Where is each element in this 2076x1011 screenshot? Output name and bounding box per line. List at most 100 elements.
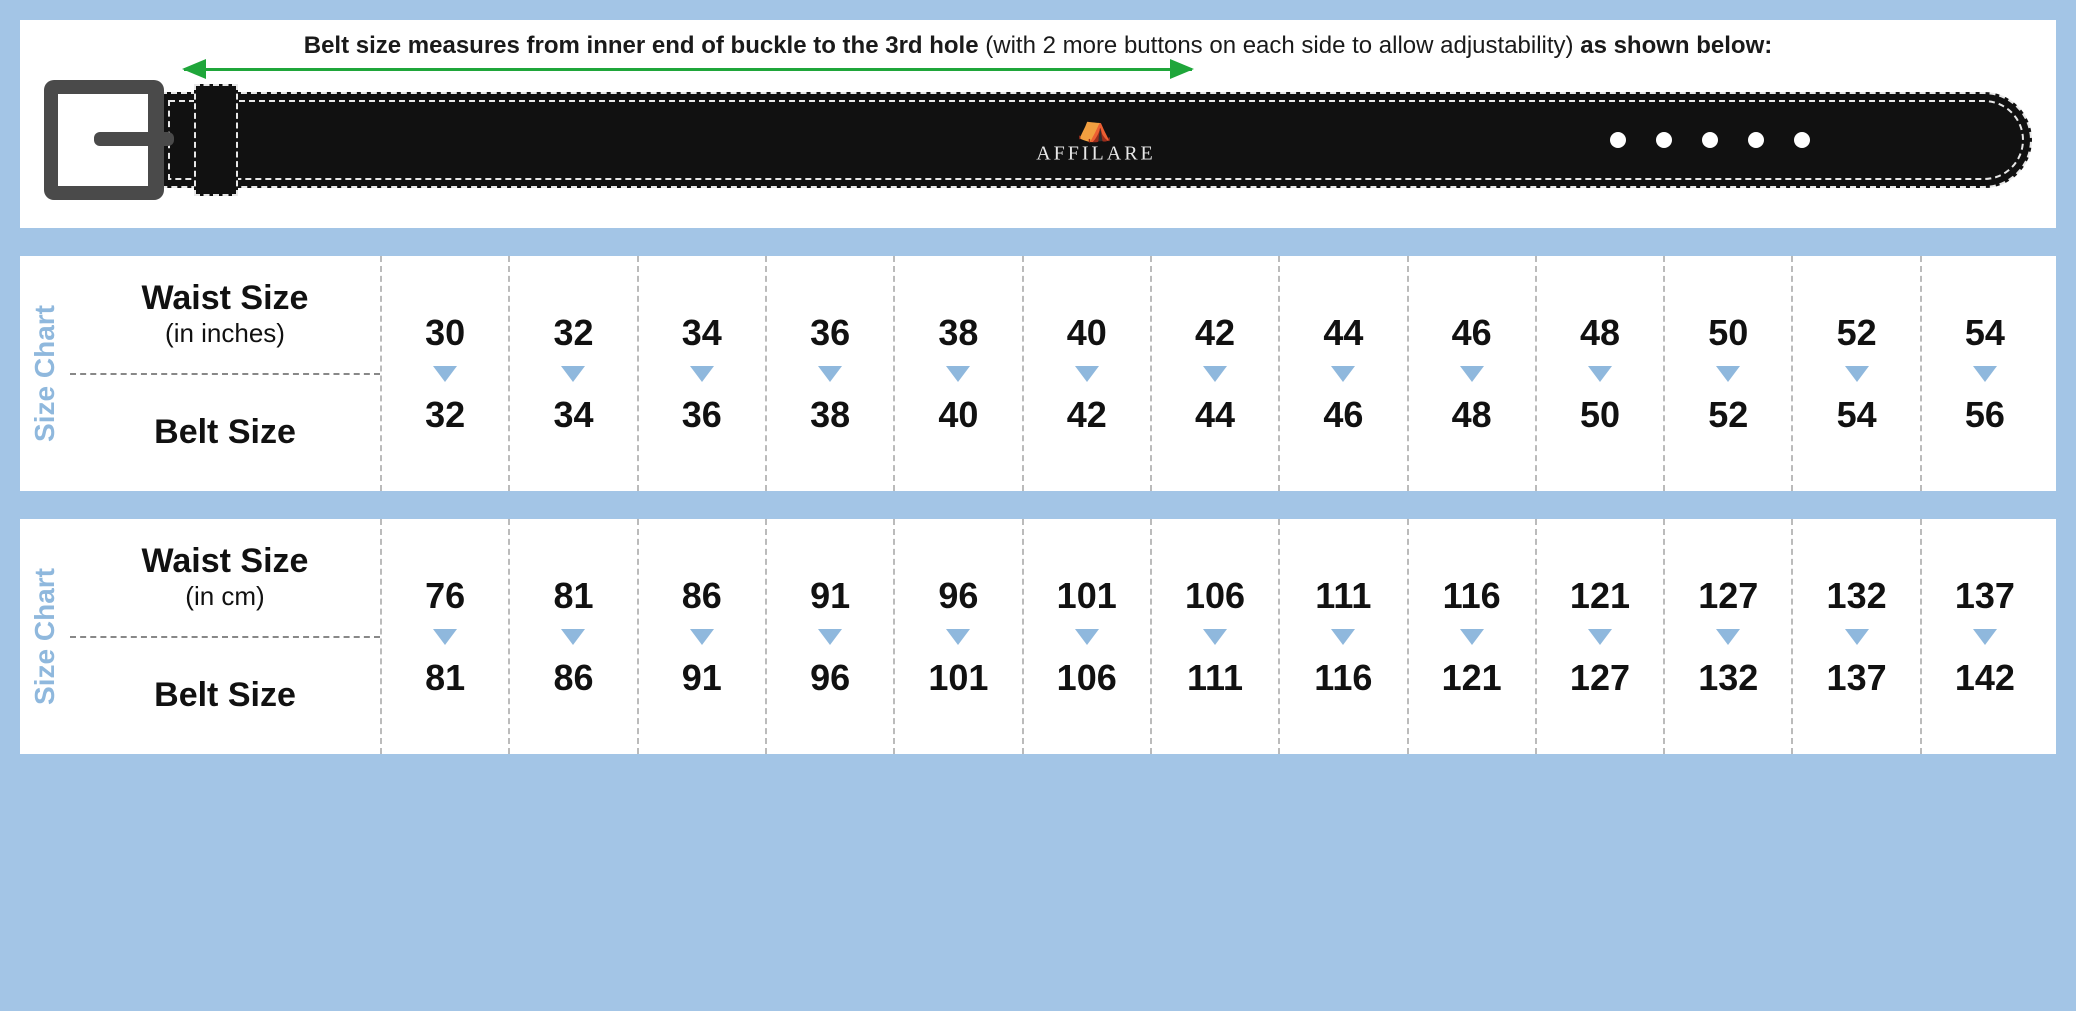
data-column: 111 116 xyxy=(1278,519,1406,754)
size-chart-side-label: Size Chart xyxy=(20,519,70,754)
arrow-down-icon xyxy=(946,366,970,382)
data-column: 137 142 xyxy=(1920,519,2048,754)
belt-size-label: Belt Size xyxy=(70,638,380,755)
data-column: 5456 xyxy=(1920,256,2048,491)
belt-value: 44 xyxy=(1195,394,1235,436)
waist-value: 91 xyxy=(810,575,850,617)
data-column: 52 54 xyxy=(1791,256,1919,491)
belt-value: 132 xyxy=(1698,657,1758,699)
waist-value: 121 xyxy=(1570,575,1630,617)
belt-value: 50 xyxy=(1580,394,1620,436)
belt-value: 56 xyxy=(1965,394,2005,436)
arrow-down-icon xyxy=(1845,366,1869,382)
arrow-down-icon xyxy=(1973,366,1997,382)
belt-value: 48 xyxy=(1452,394,1492,436)
instruction-bold-suffix: as shown below: xyxy=(1580,32,1772,59)
waist-value: 38 xyxy=(938,312,978,354)
belt-value: 38 xyxy=(810,394,850,436)
instruction-bold-prefix: Belt size measures from inner end of buc… xyxy=(304,32,979,59)
data-column: 121127 xyxy=(1535,519,1663,754)
belt-illustration: ⛺ AFFILARE xyxy=(44,68,2032,208)
waist-value: 81 xyxy=(553,575,593,617)
brand-icon: ⛺ xyxy=(1036,115,1156,143)
data-column: 4648 xyxy=(1407,256,1535,491)
belt-value: 106 xyxy=(1057,657,1117,699)
waist-value: 48 xyxy=(1580,312,1620,354)
arrow-down-icon xyxy=(433,366,457,382)
belt-size-label-main: Belt Size xyxy=(154,676,296,715)
belt-holes xyxy=(1610,132,1810,148)
hole-icon xyxy=(1748,132,1764,148)
belt-value: 91 xyxy=(682,657,722,699)
waist-value: 42 xyxy=(1195,312,1235,354)
arrow-down-icon xyxy=(433,629,457,645)
belt-value: 42 xyxy=(1067,394,1107,436)
waist-size-label: Waist Size(in inches) xyxy=(70,256,380,373)
belt-diagram-panel: Belt size measures from inner end of buc… xyxy=(20,20,2056,228)
belt-value: 81 xyxy=(425,657,465,699)
waist-value: 137 xyxy=(1955,575,2015,617)
size-chart-panel: Size Chart Waist Size(in inches) Belt Size… xyxy=(20,256,2056,491)
belt-value: 46 xyxy=(1323,394,1363,436)
data-column: 132137 xyxy=(1791,519,1919,754)
waist-value: 32 xyxy=(553,312,593,354)
label-column: Waist Size(in inches) Belt Size xyxy=(70,256,380,491)
chart-body: Waist Size(in cm)Belt Size76818186869191… xyxy=(70,519,2048,754)
waist-value: 111 xyxy=(1315,575,1371,617)
belt-value: 96 xyxy=(810,657,850,699)
data-column: 3032 xyxy=(380,256,508,491)
data-column: 3840 xyxy=(893,256,1021,491)
waist-value: 132 xyxy=(1827,575,1887,617)
belt-value: 116 xyxy=(1314,657,1372,699)
waist-value: 52 xyxy=(1837,312,1877,354)
belt-value: 32 xyxy=(425,394,465,436)
belt-size-label-main: Belt Size xyxy=(154,413,296,452)
size-chart-panel: Size ChartWaist Size(in cm) Belt Size 76 81… xyxy=(20,519,2056,754)
arrow-down-icon xyxy=(1460,629,1484,645)
arrow-down-icon xyxy=(1845,629,1869,645)
belt-value: 36 xyxy=(682,394,722,436)
waist-size-label: Waist Size(in cm) xyxy=(70,519,380,636)
instruction-middle: (with 2 more buttons on each side to all… xyxy=(979,32,1581,59)
hole-icon xyxy=(1702,132,1718,148)
belt-buckle xyxy=(44,80,194,200)
measurement-arrow xyxy=(184,68,1192,71)
waist-value: 34 xyxy=(682,312,722,354)
belt-value: 101 xyxy=(928,657,988,699)
arrow-down-icon xyxy=(1203,629,1227,645)
data-column: 4042 xyxy=(1022,256,1150,491)
data-column: 8186 xyxy=(508,519,636,754)
belt-value: 142 xyxy=(1955,657,2015,699)
data-column: 32 34 xyxy=(508,256,636,491)
hole-icon xyxy=(1794,132,1810,148)
belt-value: 34 xyxy=(553,394,593,436)
arrow-down-icon xyxy=(818,366,842,382)
data-column: 48 50 xyxy=(1535,256,1663,491)
size-chart-side-label: Size Chart xyxy=(20,256,70,491)
arrow-down-icon xyxy=(1203,366,1227,382)
belt-value: 54 xyxy=(1837,394,1877,436)
arrow-down-icon xyxy=(561,366,585,382)
belt-value: 52 xyxy=(1708,394,1748,436)
waist-value: 76 xyxy=(425,575,465,617)
arrow-down-icon xyxy=(690,366,714,382)
belt-strap: ⛺ AFFILARE xyxy=(160,92,2032,188)
arrow-down-icon xyxy=(1331,366,1355,382)
arrow-down-icon xyxy=(1588,366,1612,382)
arrow-head-left-icon xyxy=(182,59,206,79)
brand-logo: ⛺ AFFILARE xyxy=(1036,115,1156,166)
data-column: 4446 xyxy=(1278,256,1406,491)
size-chart-side-label-text: Size Chart xyxy=(29,305,61,442)
chart-body: Waist Size(in inches)Belt Size3032323434… xyxy=(70,256,2048,491)
arrow-down-icon xyxy=(1716,629,1740,645)
data-column: 76 81 xyxy=(380,519,508,754)
arrow-down-icon xyxy=(1331,629,1355,645)
waist-value: 116 xyxy=(1443,575,1501,617)
waist-value: 86 xyxy=(682,575,722,617)
label-column: Waist Size(in cm) Belt Size xyxy=(70,519,380,754)
waist-value: 106 xyxy=(1185,575,1245,617)
data-column: 116121 xyxy=(1407,519,1535,754)
waist-value: 36 xyxy=(810,312,850,354)
data-column: 127132 xyxy=(1663,519,1791,754)
arrow-down-icon xyxy=(1973,629,1997,645)
